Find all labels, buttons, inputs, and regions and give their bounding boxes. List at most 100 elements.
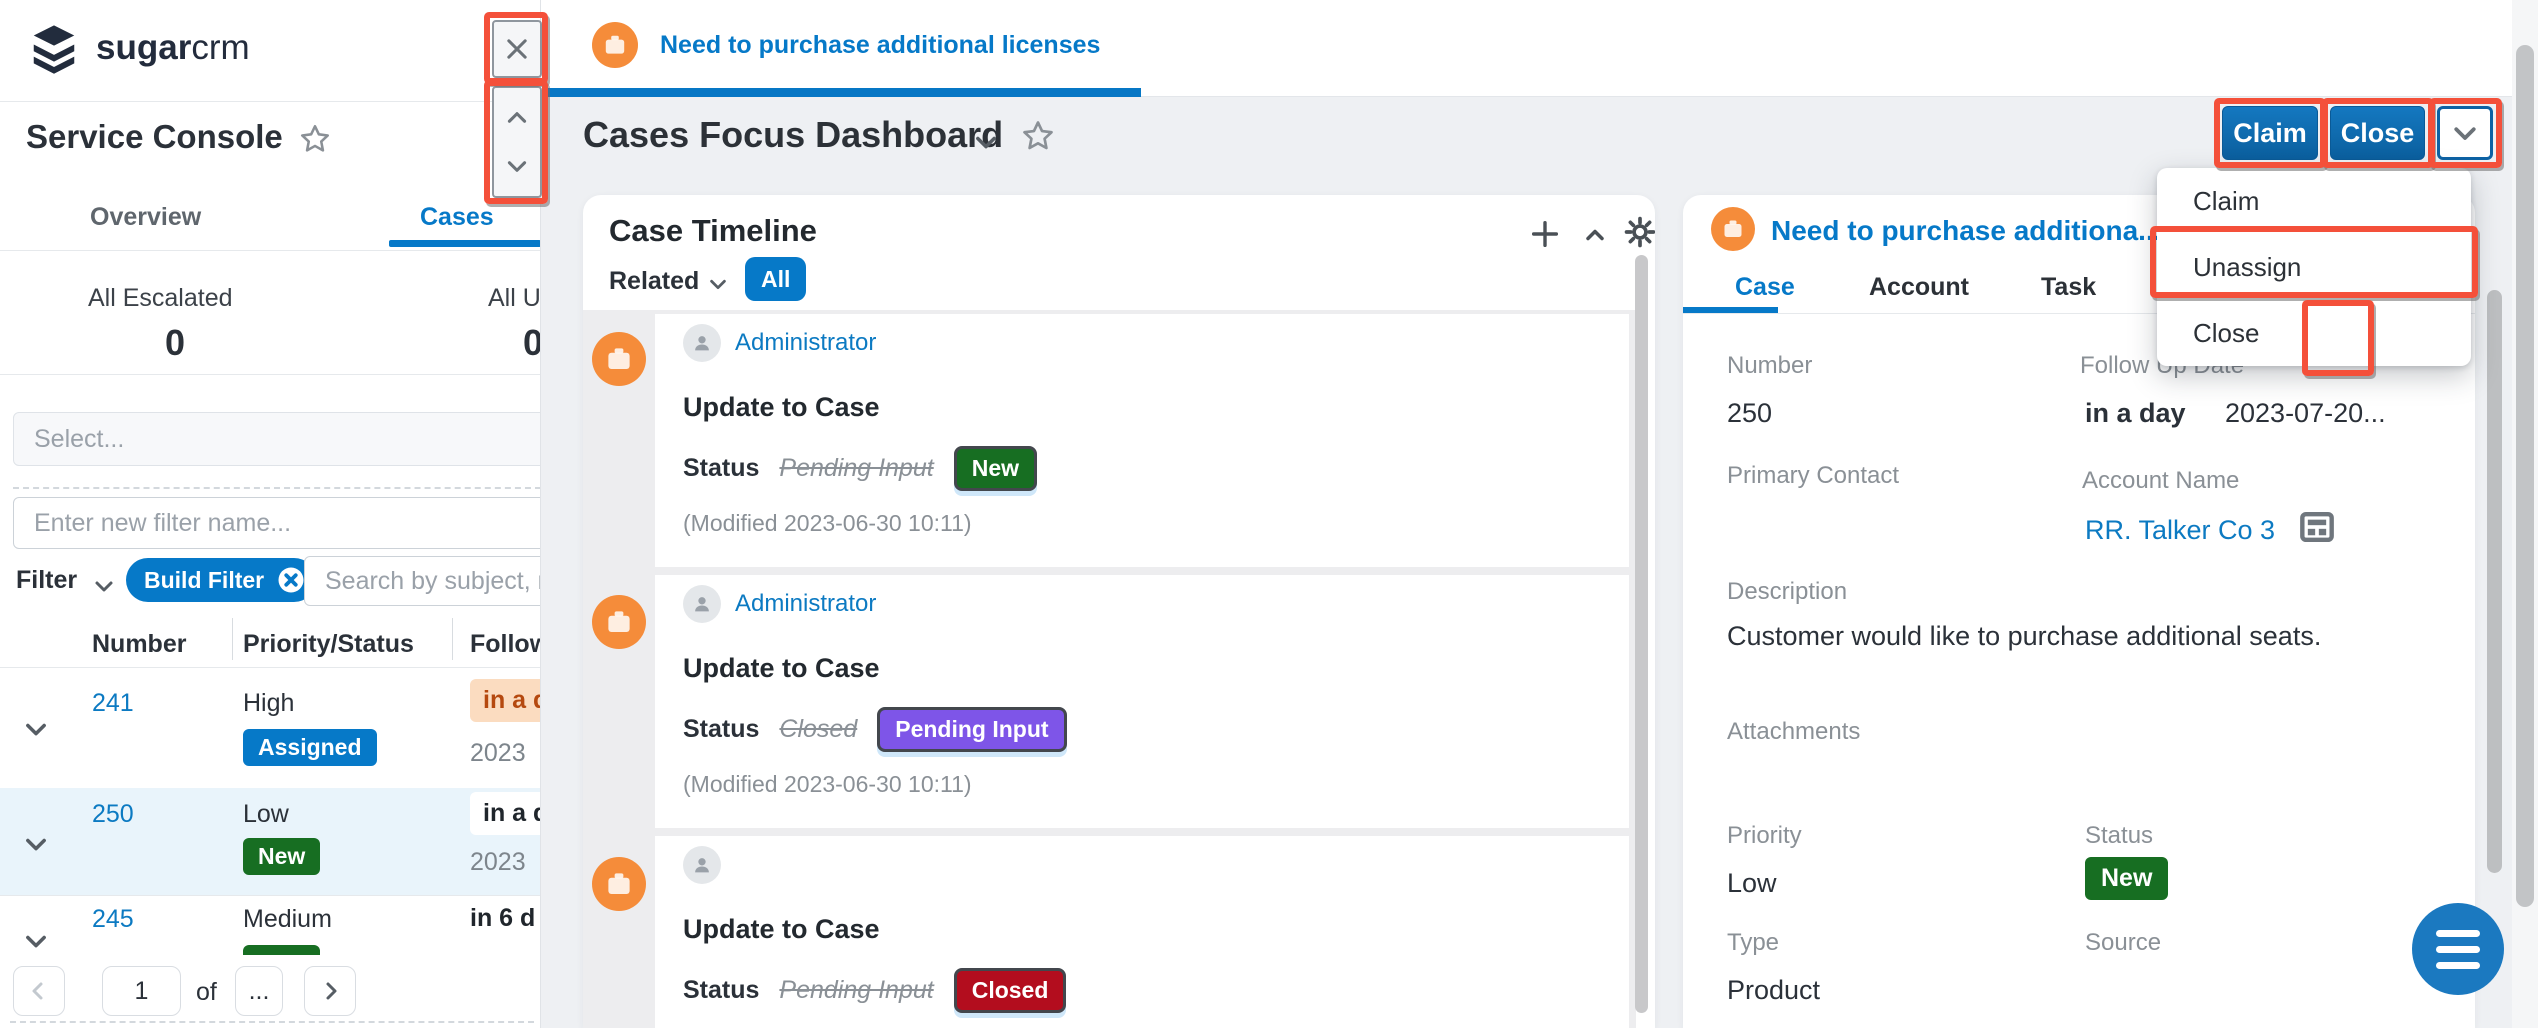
case-number-link[interactable]: 241 (92, 689, 134, 717)
pagination-next-button[interactable] (304, 966, 356, 1016)
detail-case-title[interactable]: Need to purchase additiona... (1771, 215, 2162, 246)
add-icon[interactable] (1528, 217, 1562, 251)
detail-tab-task[interactable]: Task (2041, 273, 2097, 301)
timeline-scrollbar[interactable] (1635, 255, 1648, 1013)
type-value: Product (1727, 975, 1821, 1005)
build-filter-pill[interactable]: Build Filter (126, 558, 317, 602)
account-focus-drawer-icon[interactable] (2295, 505, 2339, 549)
col-header-priority-status[interactable]: Priority/Status (243, 630, 414, 658)
remove-filter-icon[interactable] (276, 565, 306, 595)
user-link[interactable]: Administrator (735, 329, 877, 356)
close-button[interactable]: Close (2330, 106, 2425, 160)
timeline-entry[interactable]: Administrator Update to Case Status Pend… (655, 314, 1629, 567)
timeline-entry[interactable]: Administrator Update to Case Status Clos… (655, 575, 1629, 828)
row-expand-chevron-icon[interactable] (22, 715, 50, 743)
dashboard-favorite-star-icon[interactable] (1020, 118, 1056, 154)
user-avatar-icon (683, 846, 721, 884)
timeline-entry-user[interactable] (683, 846, 735, 884)
quick-actions-fab[interactable] (2412, 903, 2504, 995)
detail-panel-scrollbar-thumb[interactable] (2487, 290, 2502, 873)
hamburger-icon (2436, 961, 2480, 969)
chevron-down-icon[interactable] (504, 153, 530, 179)
favorite-star-icon[interactable] (298, 122, 332, 156)
modified-timestamp: (Modified 2023-06-30 10:11) (683, 510, 972, 536)
row-divider (0, 895, 540, 896)
drawer-close-button[interactable] (492, 20, 542, 78)
brand-name-bold: sugar (96, 28, 192, 67)
col-header-number[interactable]: Number (92, 630, 187, 658)
more-actions-dropdown-button[interactable] (2437, 106, 2493, 160)
description-label: Description (1727, 578, 1848, 605)
claim-button[interactable]: Claim (2222, 106, 2318, 160)
related-chevron-down-icon[interactable] (707, 273, 729, 295)
active-case-tab[interactable]: Need to purchase additional licenses (660, 31, 1101, 59)
sugarcrm-logo (26, 22, 82, 81)
follow-up-badge: in 6 d (470, 904, 536, 932)
drawer-collapse-toggle[interactable] (492, 86, 542, 198)
chevron-up-icon[interactable] (504, 105, 530, 131)
new-status-badge: Pending Input (877, 707, 1067, 752)
pagination-total-button[interactable]: ... (235, 966, 283, 1016)
table-row-selected[interactable]: 250 Low New in a d 2023 (0, 788, 540, 895)
pagination-of-label: of (196, 978, 217, 1006)
sugarcrm-logo-icon (26, 22, 82, 76)
row-expand-chevron-icon[interactable] (22, 927, 50, 955)
status-word: Status (683, 715, 760, 743)
related-filter-label[interactable]: Related (609, 267, 700, 295)
status-label: Status (2085, 822, 2154, 849)
page-scrollbar-thumb[interactable] (2516, 45, 2534, 907)
column-separator (452, 618, 453, 660)
case-search-input[interactable] (304, 556, 540, 606)
detail-tab-case[interactable]: Case (1735, 273, 1795, 301)
priority-cell: High (243, 689, 295, 717)
new-filter-name-input[interactable] (13, 497, 540, 549)
pagination-page-input[interactable]: 1 (102, 966, 181, 1016)
collapse-chevron-up-icon[interactable] (1581, 221, 1609, 249)
menu-item-claim[interactable]: Claim (2193, 185, 2260, 216)
saved-filter-select[interactable] (13, 412, 540, 466)
case-module-icon (592, 22, 638, 68)
dashboard-chevron-down-icon[interactable] (972, 128, 1000, 156)
col-header-follow[interactable]: Follow (470, 630, 540, 658)
case-number-link[interactable]: 250 (92, 800, 134, 828)
stat-all-unassigned-value[interactable]: 0 (523, 322, 540, 364)
related-filter-all-pill[interactable]: All (745, 257, 807, 301)
table-row[interactable]: 241 High Assigned in a d 2023 (0, 667, 540, 788)
sidebar-tab-cases[interactable]: Cases (420, 203, 494, 231)
detail-tab-underline (1683, 307, 1778, 314)
dashboard-title: Cases Focus Dashboard (583, 114, 1004, 155)
timeline-entry-user[interactable]: Administrator (683, 324, 876, 362)
case-number-link[interactable]: 245 (92, 905, 134, 933)
row-expand-chevron-icon[interactable] (22, 830, 50, 858)
pagination-bar: 1 of ... (0, 955, 540, 1028)
stat-all-escalated-value[interactable]: 0 (165, 322, 186, 363)
timeline-entry[interactable]: Update to Case Status Pending Input Clos… (655, 836, 1629, 1028)
filter-label[interactable]: Filter (16, 566, 78, 594)
description-value: Customer would like to purchase addition… (1727, 621, 2322, 651)
filter-chevron-down-icon[interactable] (92, 574, 116, 598)
case-timeline-avatar-icon (592, 595, 646, 649)
menu-item-close[interactable]: Close (2193, 317, 2260, 348)
sidebar: sugarcrm Service Console Overview Cases … (0, 0, 541, 1028)
attachments-label: Attachments (1727, 718, 1861, 745)
follow-up-relative-value: in a day (2085, 398, 2186, 428)
modified-timestamp: (Modified 2023-06-30 10:11) (683, 771, 972, 797)
menu-item-unassign[interactable]: Unassign (2193, 251, 2302, 282)
hamburger-icon (2436, 929, 2480, 937)
sidebar-tab-overview[interactable]: Overview (90, 203, 202, 231)
account-name-link[interactable]: RR. Talker Co 3 (2085, 515, 2276, 545)
timeline-entry-user[interactable]: Administrator (683, 585, 876, 623)
stat-all-escalated-label: All Escalated (88, 284, 233, 312)
page-title: Service Console (26, 118, 283, 155)
pagination-prev-button[interactable] (13, 966, 65, 1016)
new-status-badge: Closed (953, 968, 1067, 1013)
gear-icon[interactable] (1623, 215, 1655, 249)
chevron-down-icon (2450, 118, 2480, 148)
detail-tab-account[interactable]: Account (1869, 273, 1969, 301)
priority-cell: Low (243, 800, 289, 828)
user-link[interactable]: Administrator (735, 590, 877, 617)
timeline-entry-title: Update to Case (683, 653, 880, 683)
cases-tab-underline (389, 240, 540, 247)
bottom-dashed-divider (10, 1021, 534, 1023)
